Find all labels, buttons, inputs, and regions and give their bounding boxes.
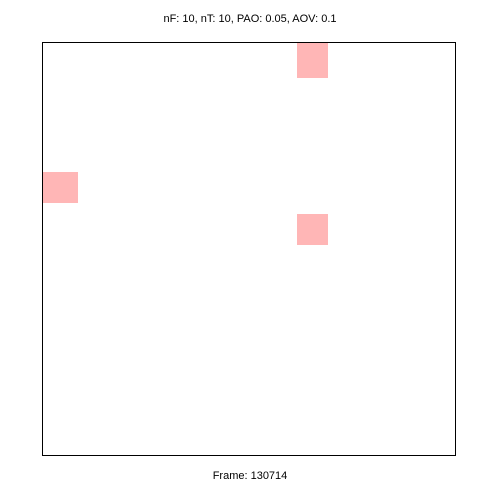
simulation-grid xyxy=(42,42,456,456)
parameters-label: nF: 10, nT: 10, PAO: 0.05, AOV: 0.1 xyxy=(0,13,500,25)
occupied-cell xyxy=(297,214,328,245)
occupied-cell xyxy=(43,172,78,203)
frame-counter: Frame: 130714 xyxy=(0,470,500,482)
occupied-cell xyxy=(297,43,328,78)
